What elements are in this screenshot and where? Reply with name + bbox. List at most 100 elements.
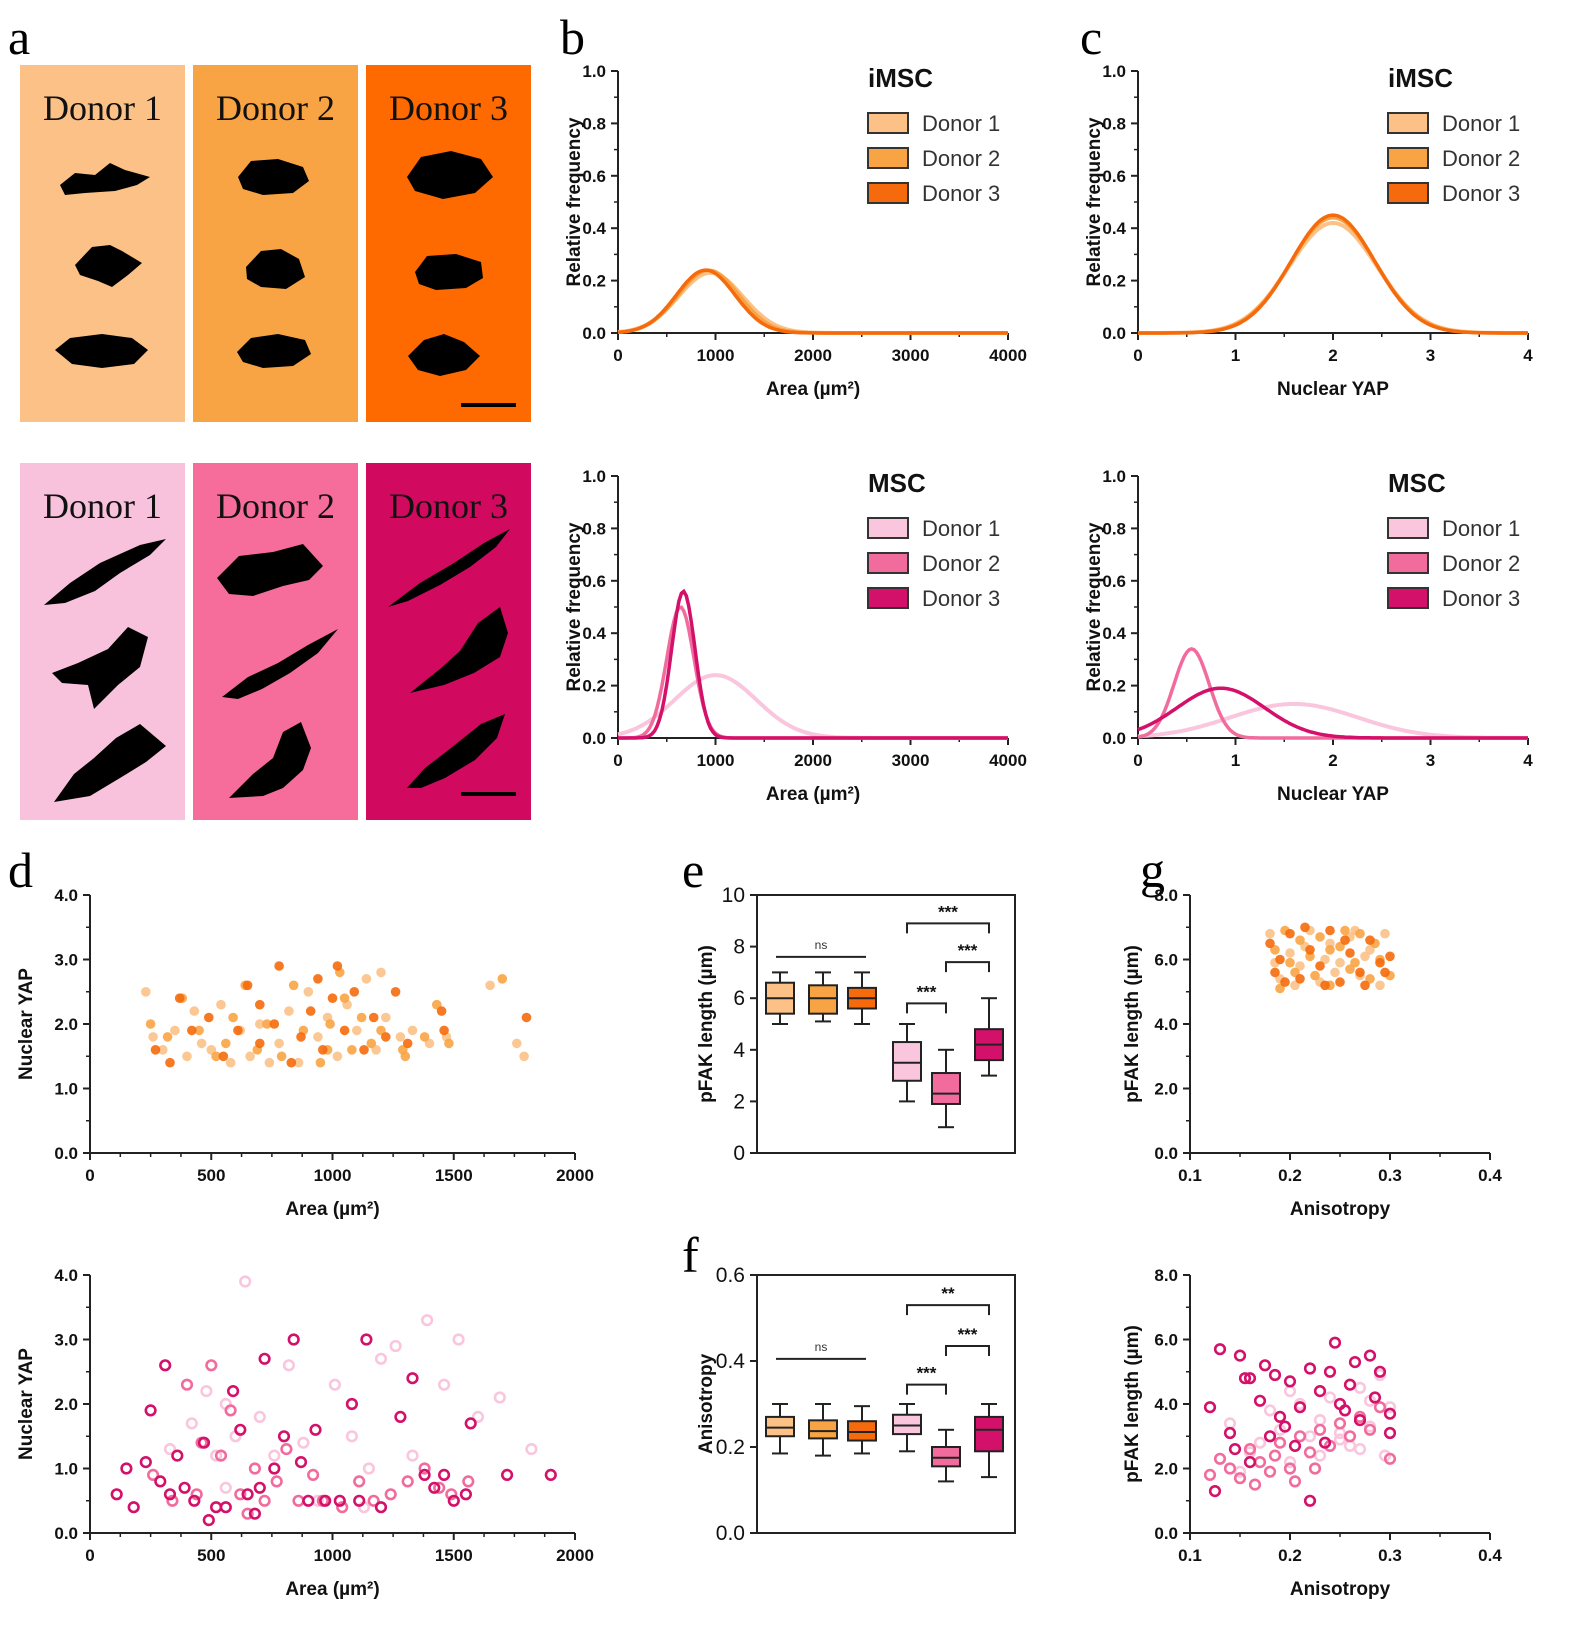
box-msc-donor2 xyxy=(931,1446,961,1468)
scatter-point-donor2 xyxy=(336,1501,349,1514)
density-curve-donor3 xyxy=(1137,686,1528,740)
scatter-point-donor2 xyxy=(1203,1468,1217,1481)
scatter-point-donor3 xyxy=(174,993,185,1003)
y-tick-label: 4 xyxy=(733,1039,745,1062)
scatter-point-donor2 xyxy=(1308,1462,1322,1475)
scatter-point-donor3 xyxy=(374,1501,388,1514)
legend-label: Donor 1 xyxy=(922,516,1000,541)
x-tick-label: 4 xyxy=(1523,751,1533,770)
legend-swatch xyxy=(1387,182,1429,204)
scatter-point-donor1 xyxy=(141,987,151,997)
scatter-point-donor3 xyxy=(438,1468,451,1481)
scatter-point-donor3 xyxy=(1373,1365,1387,1378)
significance-label: *** xyxy=(958,941,978,960)
scatter-point-donor1 xyxy=(210,1449,223,1462)
scatter-point-donor1 xyxy=(376,967,386,978)
scatter-point-donor3 xyxy=(248,1507,261,1520)
scatter-point-donor3 xyxy=(150,1045,161,1055)
scatter-point-donor1 xyxy=(297,1436,310,1449)
scatter-point-donor3 xyxy=(294,1456,308,1469)
scatter-point-donor3 xyxy=(359,1045,369,1055)
scale-bar xyxy=(461,403,516,407)
scatter-point-donor2 xyxy=(1248,1478,1262,1491)
scatter-point-donor2 xyxy=(241,1507,254,1520)
scatter-point-donor2 xyxy=(1315,932,1325,942)
scatter-point-donor2 xyxy=(433,1481,446,1494)
scatter-point-donor3 xyxy=(241,1488,254,1501)
scatter-point-donor1 xyxy=(1233,1465,1247,1478)
scatter-point-donor3 xyxy=(1243,1372,1257,1385)
scatter-point-donor2 xyxy=(205,1359,218,1372)
scatter-point-donor2 xyxy=(166,1494,179,1507)
x-axis-title: Area (µm²) xyxy=(285,1199,379,1220)
msc-donor2-tile: Donor 2 xyxy=(193,463,358,820)
scatter-point-donor2 xyxy=(162,1032,173,1042)
box-imsc-donor3 xyxy=(847,1420,877,1442)
scatter-point-donor3 xyxy=(1340,935,1350,945)
scatter-point-donor1 xyxy=(200,1384,213,1398)
scatter-point-donor1 xyxy=(1375,980,1385,991)
scatter-point-donor1 xyxy=(328,1378,342,1391)
scatter-point-donor3 xyxy=(418,1468,431,1481)
significance-label: ns xyxy=(815,938,828,952)
y-axis-title: Relative frequency xyxy=(1084,117,1105,286)
scatter-point-donor1 xyxy=(1313,1414,1327,1427)
significance-label: ns xyxy=(815,1340,828,1354)
tile-label: Donor 2 xyxy=(216,88,335,128)
box-msc-donor2 xyxy=(931,1072,961,1105)
imsc-donor3-tile: Donor 3 xyxy=(366,65,531,422)
legend-swatch xyxy=(867,552,909,574)
scatter-point-donor3 xyxy=(1238,1372,1252,1385)
scatter-point-donor3 xyxy=(544,1468,557,1481)
scatter-point-donor3 xyxy=(305,1006,316,1016)
legend-title: MSC xyxy=(868,468,926,498)
scatter-point-donor3 xyxy=(1275,954,1285,965)
scatter-point-donor3 xyxy=(319,1494,332,1507)
density-chart-area-imsc: 0 1000 2000 3000 4000 0.0 0.2 0.4 0.6 0.8 1.0 Area … xyxy=(564,62,1027,400)
y-tick-label: 0.6 xyxy=(716,1264,745,1287)
scatter-point-donor1 xyxy=(189,1006,200,1016)
scatter-point-donor1 xyxy=(352,1025,362,1036)
scatter-point-donor2 xyxy=(270,1475,283,1488)
scatter-point-donor3 xyxy=(268,1462,281,1475)
scatter-point-donor1 xyxy=(225,1057,236,1068)
scatter-point-donor3 xyxy=(1353,1414,1367,1427)
scatter-point-donor1 xyxy=(345,1430,359,1443)
y-tick-label: 0 xyxy=(733,1142,745,1165)
x-axis-title: Area (µm²) xyxy=(766,784,860,805)
scatter-point-donor3 xyxy=(1295,974,1305,984)
imsc-donor1-tile: Donor 1 xyxy=(20,65,185,422)
box-msc-donor1 xyxy=(892,1041,922,1082)
scatter-point-donor1 xyxy=(170,1025,180,1036)
y-tick-label: 1.0 xyxy=(582,467,606,486)
x-tick-label: 0.4 xyxy=(1478,1166,1502,1185)
scatter-point-donor1 xyxy=(264,1057,275,1068)
x-tick-label: 3 xyxy=(1426,751,1435,770)
scatter-point-donor1 xyxy=(196,1038,207,1049)
y-tick-label: 0.8 xyxy=(582,114,606,133)
x-tick-label: 1500 xyxy=(435,1546,473,1565)
scatter-point-donor1 xyxy=(1320,954,1330,965)
y-tick-label: 1.0 xyxy=(1102,62,1126,81)
density-curve-donor1 xyxy=(1137,701,1528,740)
legend-swatch xyxy=(1387,552,1429,574)
scatter-point-donor2 xyxy=(366,1038,377,1049)
x-axis-title: Anisotropy xyxy=(1290,1579,1391,1600)
scatter-point-donor2 xyxy=(1325,945,1335,955)
cell-silhouette xyxy=(415,254,483,290)
scatter-point-donor3 xyxy=(333,1494,346,1507)
scatter-point-donor3 xyxy=(436,1006,447,1016)
density-curve-donor3 xyxy=(617,268,1008,335)
scatter-point-donor3 xyxy=(1380,967,1390,978)
y-tick-label: 0.6 xyxy=(1102,572,1126,591)
scatter-point-donor3 xyxy=(163,1488,177,1501)
scatter-point-donor3 xyxy=(1265,938,1275,949)
scatter-point-donor1 xyxy=(1265,928,1275,939)
cell-silhouette xyxy=(408,334,480,376)
scatter-point-donor1 xyxy=(407,1025,418,1036)
significance-bracket xyxy=(906,1304,990,1316)
legend-label: Donor 3 xyxy=(1442,181,1520,206)
scatter-point-donor2 xyxy=(1363,1423,1377,1436)
scatter-point-donor3 xyxy=(255,999,265,1010)
scale-bar xyxy=(461,792,516,796)
